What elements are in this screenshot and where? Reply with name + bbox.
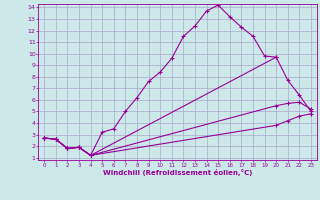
X-axis label: Windchill (Refroidissement éolien,°C): Windchill (Refroidissement éolien,°C): [103, 169, 252, 176]
